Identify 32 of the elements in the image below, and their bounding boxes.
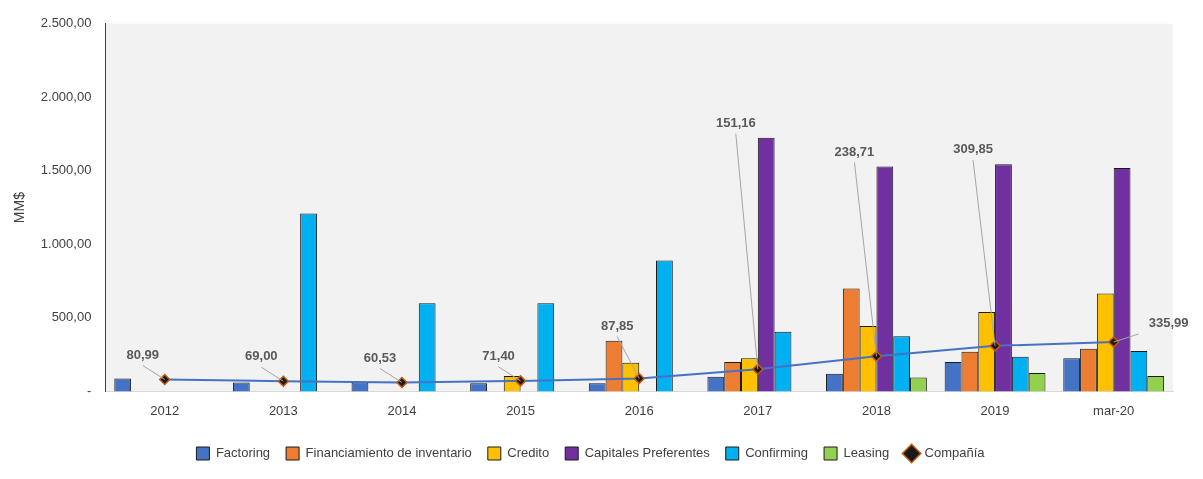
data-label: 238,71 — [834, 143, 875, 159]
x-tick-label: 2016 — [624, 402, 654, 418]
legend-label: Credito — [507, 445, 550, 461]
y-tick-label: 2.000,00 — [40, 88, 92, 104]
data-label: 87,85 — [600, 317, 634, 333]
x-tick-label: 2019 — [980, 402, 1010, 418]
x-tick-label: 2014 — [387, 402, 417, 418]
y-tick-label: 1.000,00 — [40, 235, 92, 251]
data-label: 60,53 — [363, 349, 397, 365]
x-tick-label: 2018 — [861, 402, 891, 418]
x-tick-label: 2017 — [743, 402, 773, 418]
x-tick-label: 2015 — [506, 402, 536, 418]
y-tick-label: - — [87, 382, 92, 398]
legend-label: Confirming — [745, 445, 809, 461]
legend-label: Capitales Preferentes — [584, 445, 711, 461]
y-tick-label: 1.500,00 — [40, 162, 92, 178]
y-tick-label: 500,00 — [51, 309, 92, 325]
data-label: 80,99 — [126, 346, 159, 362]
y-tick-label: 2.500,00 — [40, 15, 92, 31]
data-label: 151,16 — [715, 114, 756, 130]
legend-label: Leasing — [843, 445, 890, 461]
data-label: 69,00 — [245, 348, 278, 364]
y-axis-title: MM$ — [11, 191, 28, 224]
data-label: 71,40 — [482, 347, 515, 363]
x-tick-label: mar-20 — [1093, 402, 1135, 418]
x-tick-label: 2012 — [150, 402, 180, 418]
legend-label: Financiamiento de inventario — [305, 445, 472, 461]
data-label: 335,99 — [1148, 315, 1189, 331]
legend-label: Factoring — [215, 445, 271, 461]
x-tick-label: 2013 — [268, 402, 298, 418]
legend-label: Compañía — [924, 445, 986, 461]
data-label: 309,85 — [953, 141, 993, 157]
